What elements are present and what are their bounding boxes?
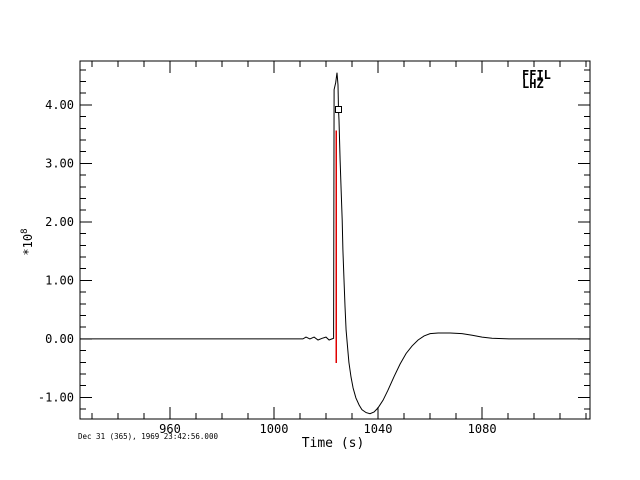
- pick-point-marker: [335, 106, 342, 114]
- reference-timestamp: Dec 31 (365), 1969 23:42:56.000: [78, 432, 218, 441]
- y-tick-label: 2.00: [45, 215, 74, 229]
- legend-line-1: FFIL: [522, 68, 551, 82]
- svg-text:*108: *108: [20, 228, 35, 255]
- y-tick-label: 3.00: [45, 156, 74, 170]
- x-axis-tick-labels: 960 1000 1040 1080: [159, 422, 496, 436]
- y-axis-tick-labels: -1.00 0.00 1.00 2.00 3.00 4.00: [38, 98, 74, 404]
- y-tick-label: 1.00: [45, 273, 74, 287]
- x-tick-label: 1040: [364, 422, 393, 436]
- y-tick-label: 4.00: [45, 98, 74, 112]
- legend: FFIL LHZ: [522, 68, 551, 91]
- y-axis-scale-base: *10: [21, 234, 35, 256]
- y-axis-scale-exponent: 8: [20, 228, 30, 233]
- y-axis-title: *108: [20, 228, 35, 255]
- x-tick-label: 960: [159, 422, 181, 436]
- legend-line-2: LHZ: [522, 77, 544, 91]
- axis-ticks: [80, 61, 590, 419]
- plot-frame: [79, 60, 591, 420]
- y-tick-label: 0.00: [45, 332, 74, 346]
- x-tick-label: 1000: [260, 422, 289, 436]
- x-tick-label: 1080: [468, 422, 497, 436]
- waveform-trace: [80, 72, 590, 415]
- x-axis-title: Time (s): [302, 436, 365, 451]
- y-tick-label: -1.00: [38, 390, 74, 404]
